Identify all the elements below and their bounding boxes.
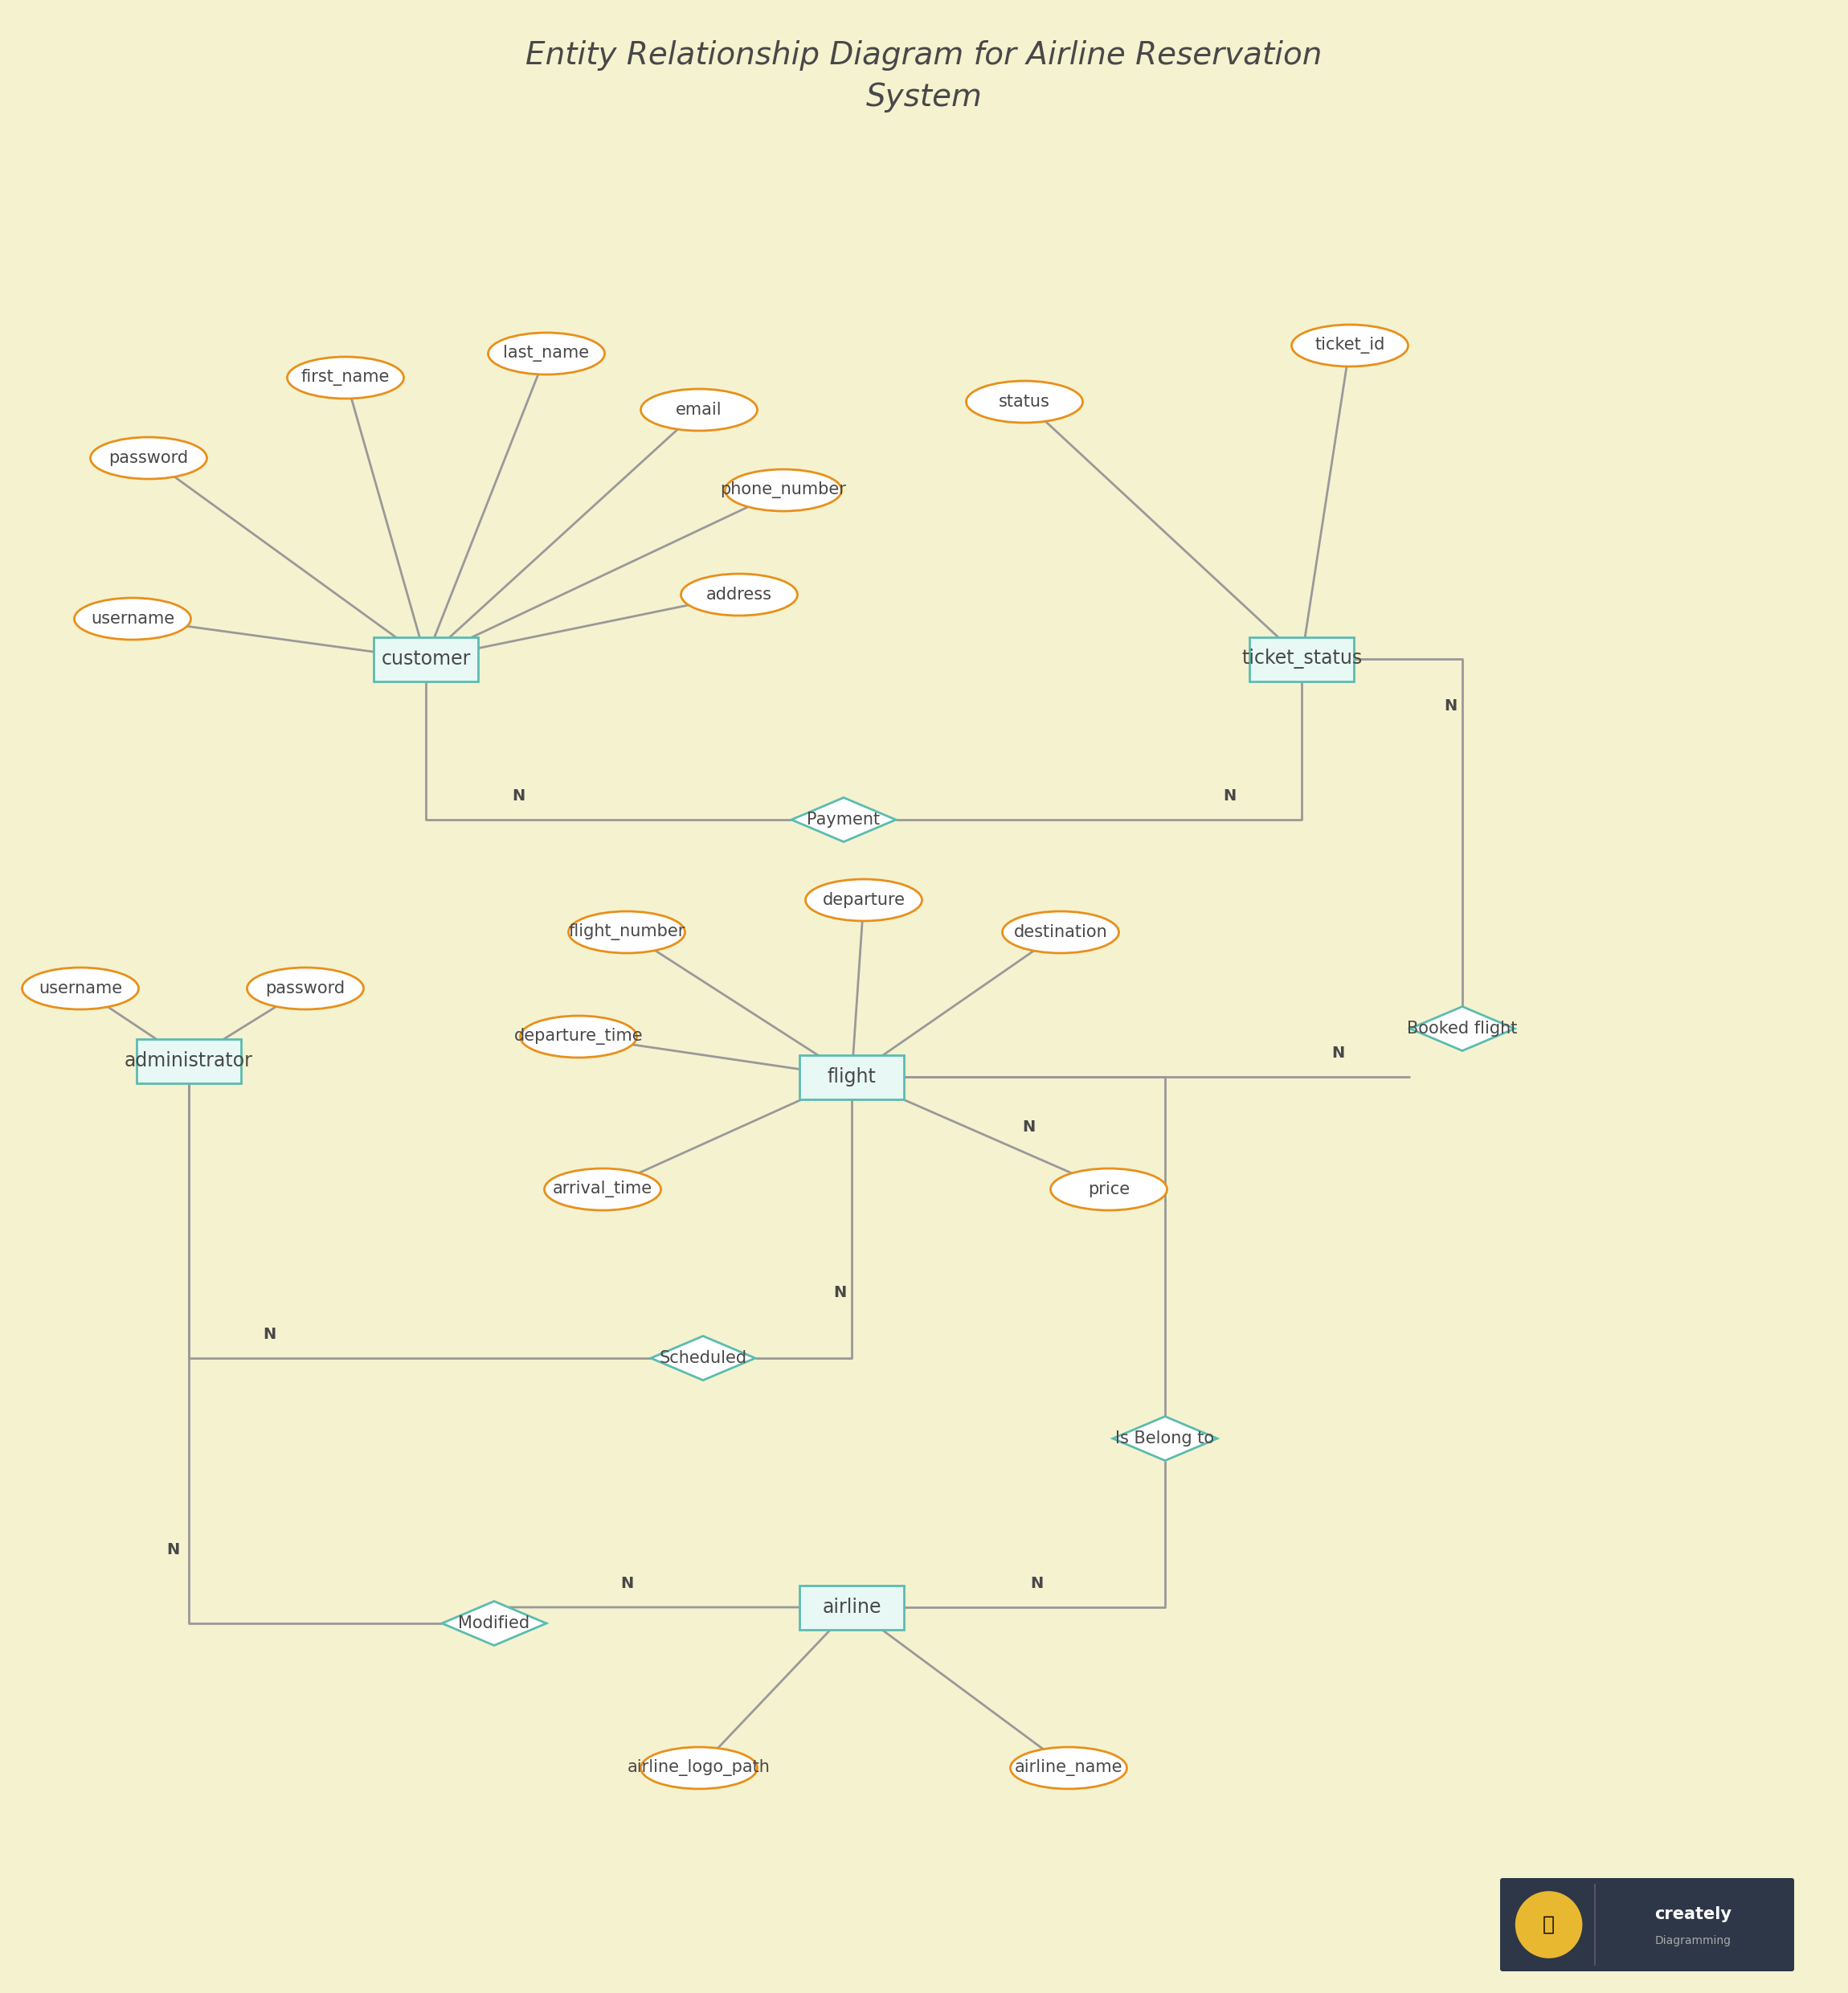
- Text: Entity Relationship Diagram for Airline Reservation
System: Entity Relationship Diagram for Airline …: [525, 40, 1323, 114]
- Text: Diagramming: Diagramming: [1656, 1935, 1732, 1947]
- Text: N: N: [512, 787, 525, 803]
- Text: N: N: [1443, 698, 1456, 713]
- Text: price: price: [1088, 1182, 1129, 1198]
- Text: ticket_id: ticket_id: [1314, 337, 1384, 355]
- Text: username: username: [91, 610, 174, 628]
- Ellipse shape: [1050, 1168, 1168, 1210]
- Ellipse shape: [1011, 1748, 1127, 1790]
- Text: email: email: [676, 403, 723, 419]
- Ellipse shape: [680, 574, 798, 616]
- Text: airline_logo_path: airline_logo_path: [628, 1760, 771, 1776]
- FancyBboxPatch shape: [1249, 638, 1355, 682]
- Text: creately: creately: [1654, 1905, 1732, 1921]
- Polygon shape: [650, 1335, 756, 1381]
- Ellipse shape: [1515, 1891, 1582, 1959]
- Text: first_name: first_name: [301, 369, 390, 387]
- Text: arrival_time: arrival_time: [553, 1182, 652, 1198]
- Ellipse shape: [806, 879, 922, 921]
- Text: flight: flight: [828, 1066, 876, 1086]
- Text: N: N: [262, 1327, 275, 1341]
- Text: status: status: [998, 395, 1050, 411]
- Polygon shape: [442, 1600, 547, 1646]
- Text: customer: customer: [381, 650, 471, 668]
- Ellipse shape: [74, 598, 190, 640]
- Text: Scheduled: Scheduled: [660, 1349, 747, 1365]
- Ellipse shape: [967, 381, 1083, 423]
- Text: phone_number: phone_number: [721, 482, 846, 498]
- FancyBboxPatch shape: [137, 1038, 240, 1082]
- Ellipse shape: [22, 967, 139, 1008]
- FancyBboxPatch shape: [800, 1584, 904, 1630]
- Text: Modified: Modified: [458, 1614, 530, 1632]
- Text: Is Belong to: Is Belong to: [1116, 1431, 1214, 1447]
- Text: N: N: [833, 1285, 846, 1299]
- Text: password: password: [266, 981, 346, 996]
- Text: N: N: [1029, 1576, 1042, 1590]
- Ellipse shape: [545, 1168, 662, 1210]
- Text: N: N: [1022, 1120, 1035, 1136]
- Text: airline: airline: [822, 1598, 881, 1616]
- Polygon shape: [791, 797, 896, 841]
- Text: N: N: [1223, 787, 1236, 803]
- Text: username: username: [39, 981, 122, 996]
- Text: Payment: Payment: [808, 811, 880, 827]
- Ellipse shape: [1002, 911, 1118, 953]
- Text: departure: departure: [822, 893, 906, 909]
- Ellipse shape: [521, 1016, 638, 1058]
- Text: administrator: administrator: [124, 1050, 253, 1070]
- Ellipse shape: [248, 967, 364, 1008]
- FancyBboxPatch shape: [1501, 1877, 1794, 1971]
- Text: N: N: [1331, 1044, 1343, 1060]
- Text: last_name: last_name: [503, 345, 590, 363]
- Text: password: password: [109, 450, 188, 466]
- Ellipse shape: [641, 1748, 758, 1790]
- FancyBboxPatch shape: [800, 1054, 904, 1098]
- Ellipse shape: [724, 468, 841, 510]
- Ellipse shape: [91, 436, 207, 478]
- Ellipse shape: [641, 389, 758, 430]
- Text: N: N: [621, 1576, 634, 1590]
- Text: address: address: [706, 586, 772, 602]
- Ellipse shape: [286, 357, 403, 399]
- Ellipse shape: [569, 911, 686, 953]
- Ellipse shape: [488, 333, 604, 375]
- Text: 💡: 💡: [1543, 1915, 1554, 1935]
- FancyBboxPatch shape: [373, 638, 479, 682]
- Text: ticket_status: ticket_status: [1242, 650, 1362, 670]
- Text: N: N: [166, 1543, 179, 1557]
- Text: destination: destination: [1015, 925, 1107, 941]
- Polygon shape: [1112, 1417, 1218, 1461]
- Text: departure_time: departure_time: [514, 1028, 643, 1044]
- Ellipse shape: [1292, 325, 1408, 367]
- Text: flight_number: flight_number: [569, 925, 686, 941]
- Text: airline_name: airline_name: [1015, 1760, 1124, 1776]
- Text: Booked flight: Booked flight: [1406, 1020, 1517, 1036]
- Polygon shape: [1410, 1006, 1515, 1050]
